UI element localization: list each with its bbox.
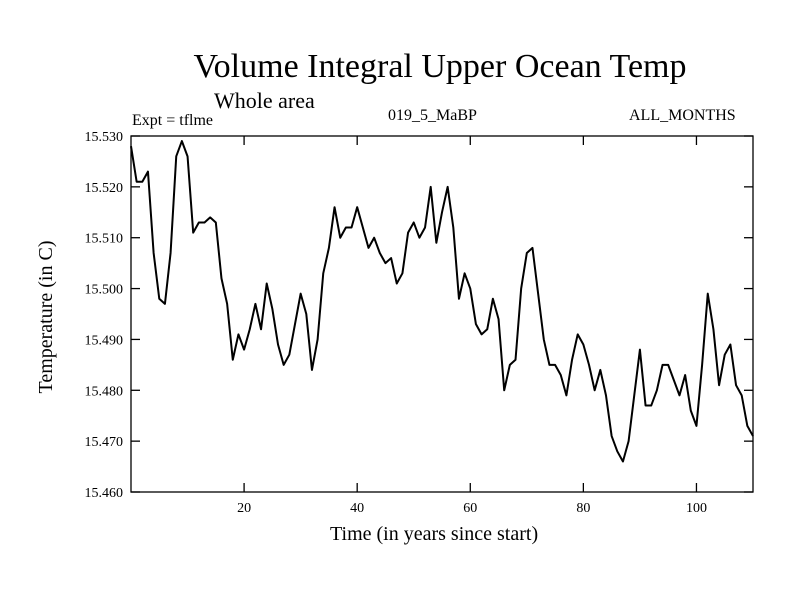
y-ticks: 15.460 15.470 15.480 15.490 15.500 15.510 15.5… (85, 130, 753, 501)
y-tick-label: 15.460 (85, 486, 124, 501)
x-tick-label: 40 (350, 501, 364, 516)
y-tick-label: 15.520 (85, 181, 124, 196)
x-axis-label: Time (in years since start) (330, 523, 539, 545)
y-tick-label: 15.510 (85, 232, 124, 247)
x-tick-label: 100 (686, 501, 707, 516)
months-label: ALL_MONTHS (629, 107, 736, 124)
y-tick-label: 15.480 (85, 384, 124, 399)
run-label: 019_5_MaBP (388, 107, 477, 124)
chart-subtitle: Whole area (214, 88, 315, 113)
x-tick-label: 80 (576, 501, 590, 516)
plot-frame (130, 135, 754, 493)
y-tick-label: 15.530 (85, 130, 124, 145)
y-tick-label: 15.490 (85, 333, 124, 348)
chart-title: Volume Integral Upper Ocean Temp (193, 48, 687, 85)
x-ticks: 20 40 60 80 100 (237, 136, 707, 516)
y-tick-label: 15.470 (85, 435, 124, 450)
x-tick-label: 20 (237, 501, 251, 516)
x-tick-label: 60 (463, 501, 477, 516)
temperature-series-line (130, 140, 754, 463)
y-tick-label: 15.500 (85, 283, 124, 298)
experiment-label: Expt = tflme (132, 112, 214, 129)
